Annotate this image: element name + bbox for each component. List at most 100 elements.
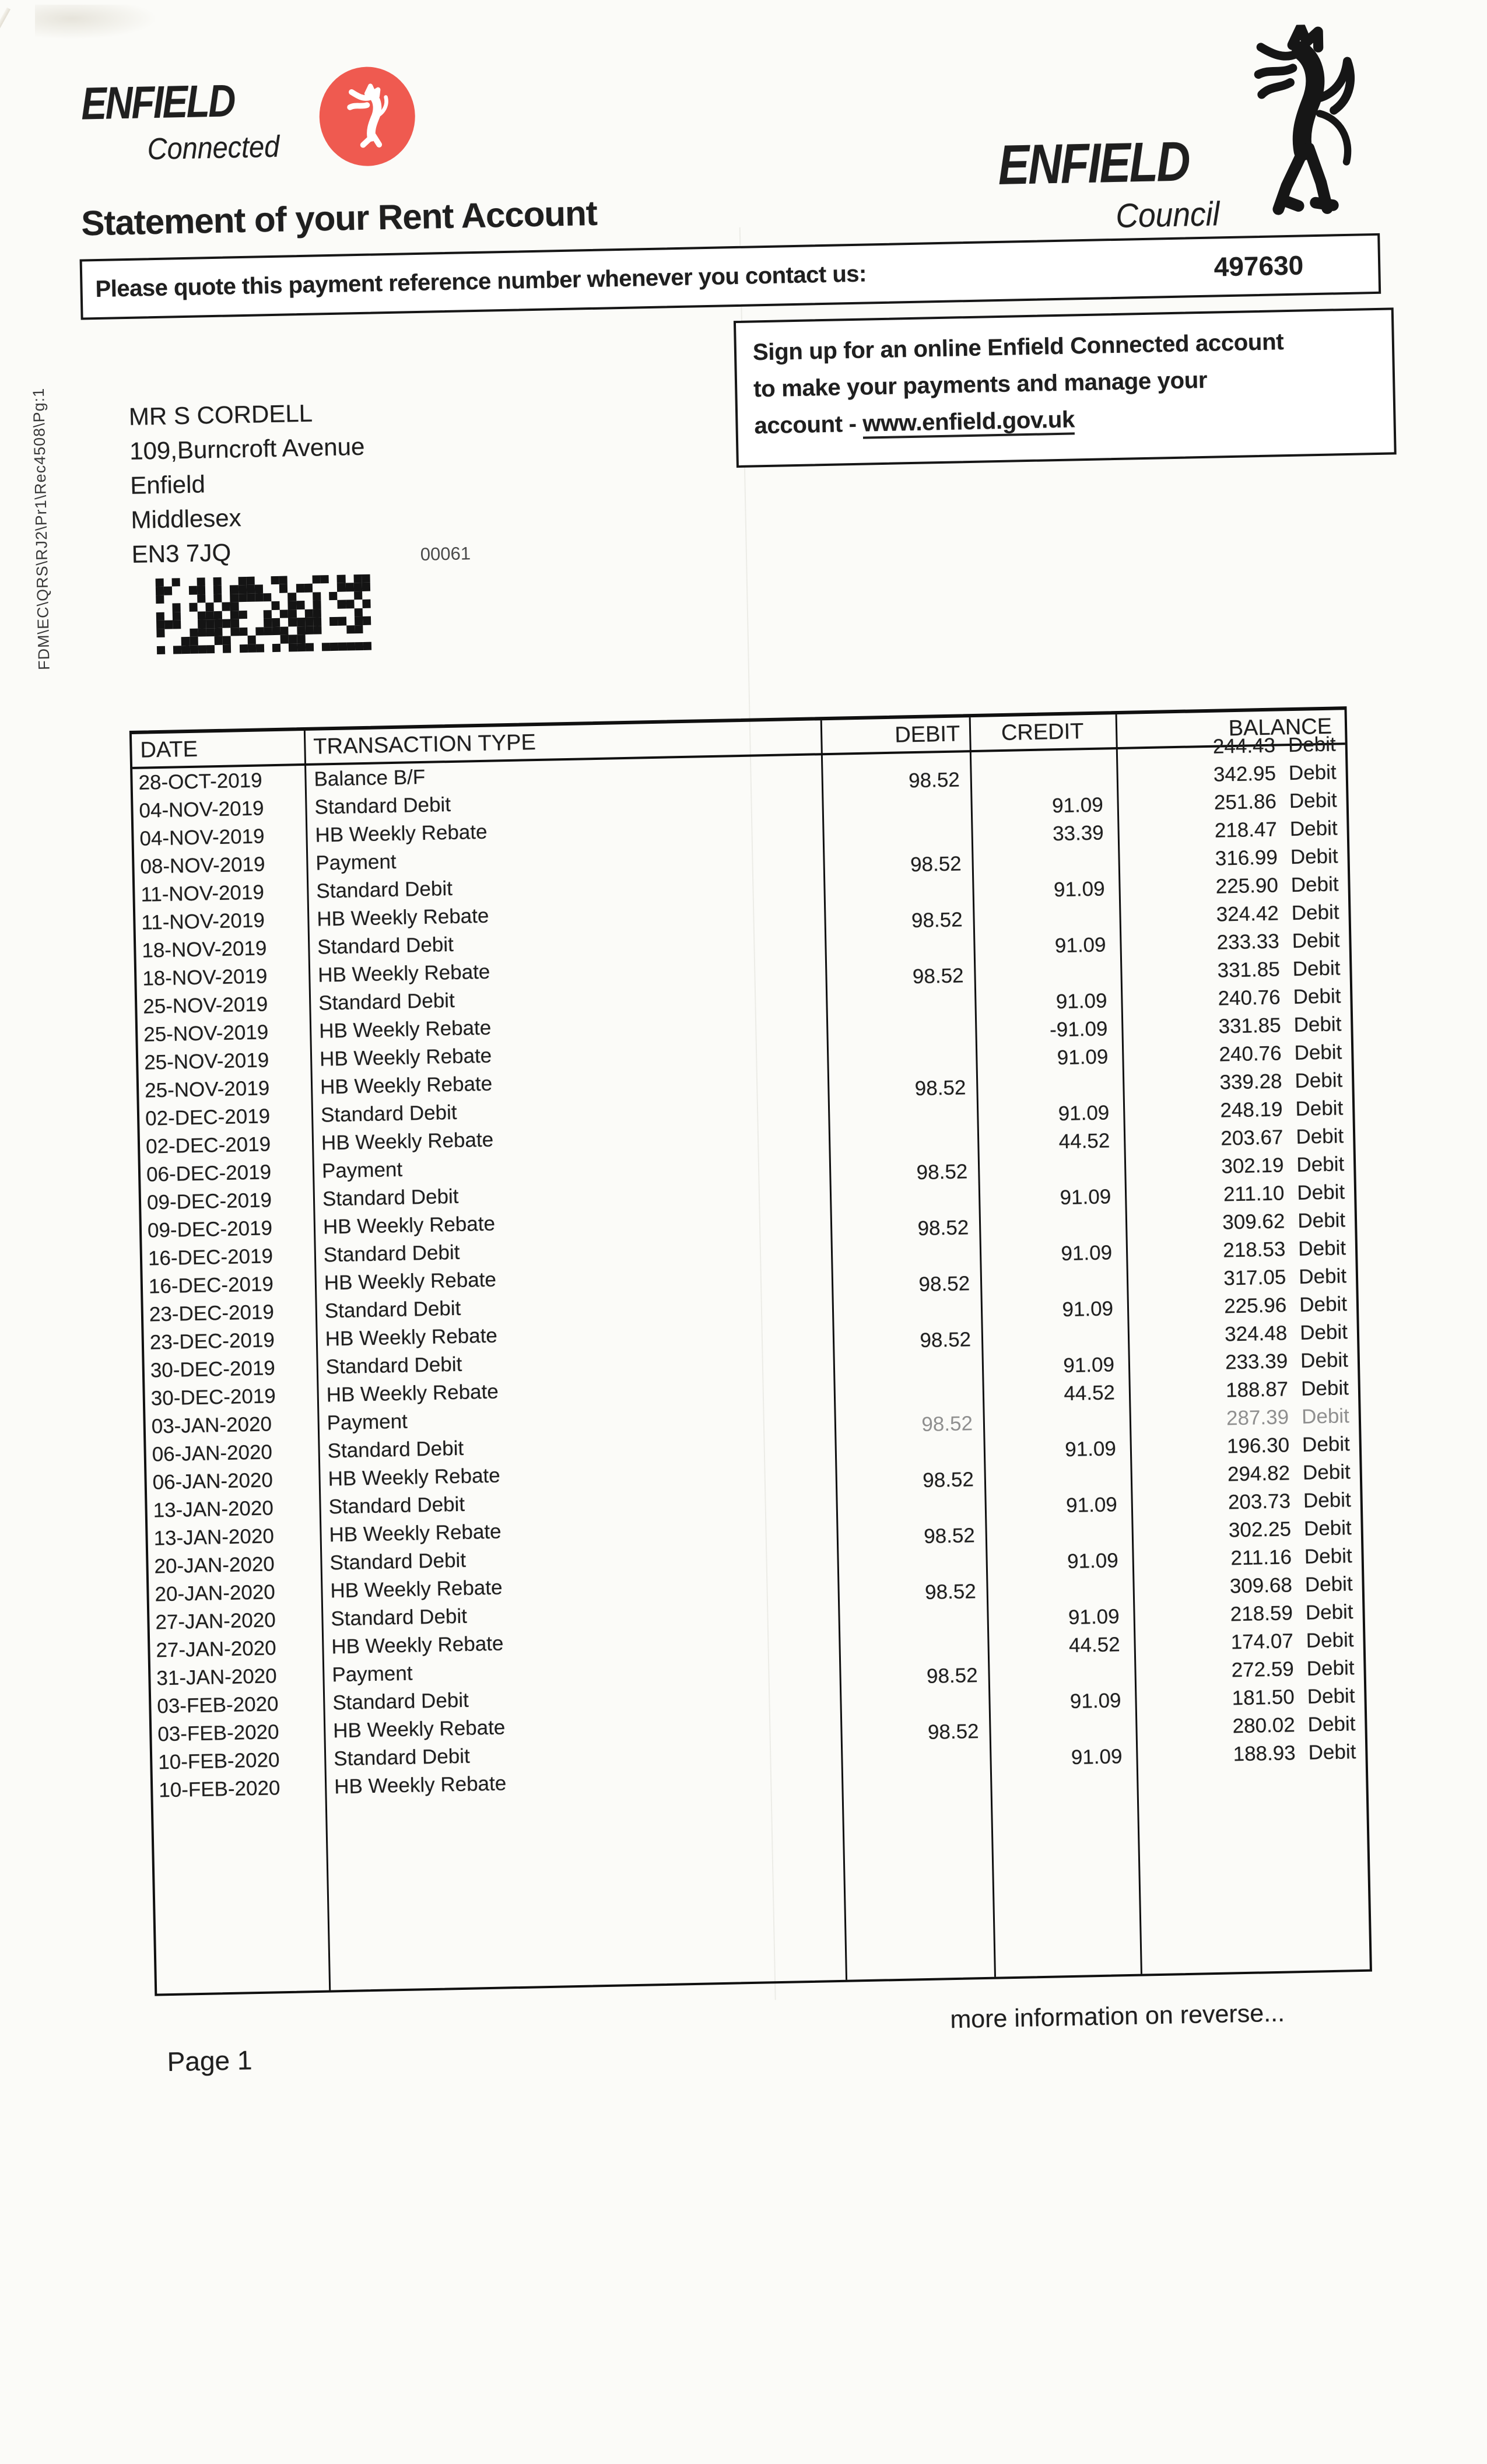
row-date: 03-FEB-2020 (157, 1692, 279, 1718)
table-rows: 28-OCT-2019 Balance B/F 244.43 Debit 04-NOV-… (132, 733, 1366, 1804)
row-credit-amount (983, 1407, 1130, 1438)
row-credit-amount: 91.09 (1062, 1297, 1114, 1322)
column-header-transaction-type: TRANSACTION TYPE (313, 730, 536, 759)
row-balance: 339.28 Debit (1219, 1068, 1343, 1094)
row-balance: 181.50 Debit (1232, 1684, 1355, 1710)
footer-reverse-note: more information on reverse... (949, 1999, 1285, 2034)
row-balance: 302.25 Debit (1228, 1516, 1352, 1542)
row-debit-amount (827, 1046, 976, 1077)
row-credit-amount: 91.09 (1062, 1353, 1115, 1378)
row-date: 30-DEC-2019 (150, 1357, 276, 1382)
row-credit-amount (981, 1323, 1128, 1354)
row-balance: 272.59 Debit (1231, 1656, 1355, 1682)
row-debit-amount (834, 1438, 984, 1468)
row-date: 13-JAN-2020 (153, 1524, 275, 1550)
row-date: 27-JAN-2020 (156, 1636, 277, 1662)
row-debit-amount: 98.52 (912, 964, 964, 989)
row-debit-amount (833, 1354, 983, 1385)
row-balance: 280.02 Debit (1232, 1712, 1356, 1738)
row-date: 09-DEC-2019 (147, 1217, 273, 1242)
row-credit-amount (984, 1463, 1131, 1494)
row-date: 31-JAN-2020 (156, 1664, 278, 1690)
row-date: 11-NOV-2019 (141, 909, 265, 934)
payment-reference-bar: Please quote this payment reference numb… (79, 233, 1381, 320)
row-debit-amount: 98.52 (914, 1076, 966, 1100)
signup-box: Sign up for an online Enfield Connected … (733, 307, 1397, 468)
row-balance: 240.76 Debit (1218, 984, 1341, 1010)
row-debit-amount (830, 1186, 979, 1217)
print-batch-code: FDM\EC\QRS\RJ2\Pr1\Rec4508\Pg:1 (29, 387, 53, 671)
row-balance: 174.07 Debit (1230, 1628, 1354, 1654)
row-credit-amount: 91.09 (1054, 933, 1106, 958)
row-date: 30-DEC-2019 (150, 1385, 276, 1410)
row-credit-amount: 91.09 (1058, 1101, 1110, 1126)
recipient-address-line2: Enfield (129, 470, 206, 499)
row-debit-amount (829, 1130, 978, 1161)
row-credit-amount (985, 1519, 1132, 1550)
row-date: 27-JAN-2020 (155, 1608, 276, 1634)
row-debit-amount: 98.52 (920, 1328, 972, 1352)
row-credit-amount (978, 1155, 1125, 1186)
row-balance: 302.19 Debit (1221, 1152, 1345, 1178)
row-balance: 309.68 Debit (1229, 1572, 1353, 1598)
row-debit-amount (838, 1606, 987, 1636)
row-date: 06-DEC-2019 (146, 1161, 272, 1186)
barcode (155, 574, 372, 655)
row-balance: 211.16 Debit (1230, 1544, 1353, 1570)
row-credit-amount: 91.09 (1069, 1689, 1121, 1713)
row-debit-amount (826, 990, 975, 1021)
row-debit-amount (823, 878, 973, 909)
row-balance: 211.10 Debit (1223, 1180, 1345, 1206)
recipient-postcode: EN3 7JQ (131, 538, 232, 568)
rent-statement-table: DATE TRANSACTION TYPE DEBIT CREDIT BALAN… (129, 706, 1372, 1996)
row-debit-amount: 98.52 (910, 852, 962, 877)
row-balance: 248.19 Debit (1220, 1096, 1344, 1122)
enfield-website-link[interactable]: www.enfield.gov.uk (862, 406, 1075, 440)
row-date: 16-DEC-2019 (148, 1273, 274, 1298)
row-debit-amount: 98.52 (908, 768, 960, 793)
row-debit-amount: 98.52 (911, 908, 963, 933)
row-debit-amount (822, 822, 972, 853)
row-balance: 316.99 Debit (1215, 844, 1338, 870)
row-balance: 233.33 Debit (1216, 928, 1340, 954)
row-credit-amount (970, 763, 1117, 794)
row-credit-amount: 91.09 (1060, 1185, 1111, 1210)
row-debit-amount (841, 1746, 990, 1776)
recipient-name: MR S CORDELL (128, 399, 313, 430)
row-date: 25-NOV-2019 (142, 993, 268, 1018)
row-balance: 309.62 Debit (1222, 1208, 1346, 1234)
row-date: 08-NOV-2019 (140, 853, 265, 878)
row-date: 04-NOV-2019 (139, 797, 264, 822)
row-credit-amount (988, 1659, 1135, 1690)
row-balance: 244.43 Debit (1212, 732, 1337, 758)
row-date: 25-NOV-2019 (143, 1021, 269, 1046)
row-debit-amount: 98.52 (924, 1580, 977, 1604)
payment-reference-number: 497630 (1214, 250, 1304, 282)
row-date: 20-JAN-2020 (154, 1552, 275, 1578)
enfield-connected-logo: ENFIELD Connected (80, 65, 416, 167)
page-title: Statement of your Rent Account (80, 193, 598, 243)
row-debit-amount: 98.52 (918, 1272, 970, 1296)
row-balance: 218.47 Debit (1214, 816, 1338, 842)
page-corner-shadow (35, 5, 157, 40)
row-debit-amount (837, 1550, 986, 1580)
row-credit-amount (976, 1071, 1123, 1102)
row-date: 25-NOV-2019 (143, 1049, 269, 1074)
row-debit-amount (831, 1242, 980, 1273)
row-date: 23-DEC-2019 (149, 1301, 275, 1326)
row-date: 03-JAN-2020 (151, 1412, 272, 1438)
row-date: 13-JAN-2020 (153, 1496, 274, 1522)
row-balance: 317.05 Debit (1223, 1264, 1347, 1290)
row-credit-amount: 91.09 (1068, 1605, 1120, 1629)
row-credit-amount: 91.09 (1055, 989, 1107, 1014)
recipient-address-line1: 109,Burncroft Avenue (129, 432, 365, 465)
row-balance: 225.90 Debit (1215, 872, 1339, 898)
row-credit-amount: 44.52 (1068, 1633, 1120, 1657)
row-date: 06-JAN-2020 (152, 1468, 273, 1494)
row-credit-amount (989, 1715, 1136, 1746)
row-date: 03-FEB-2020 (157, 1720, 279, 1746)
row-debit-amount (836, 1494, 985, 1524)
row-balance: 251.86 Debit (1214, 788, 1338, 814)
row-debit-amount: 98.52 (926, 1664, 979, 1688)
row-credit-amount: 33.39 (1052, 821, 1104, 846)
